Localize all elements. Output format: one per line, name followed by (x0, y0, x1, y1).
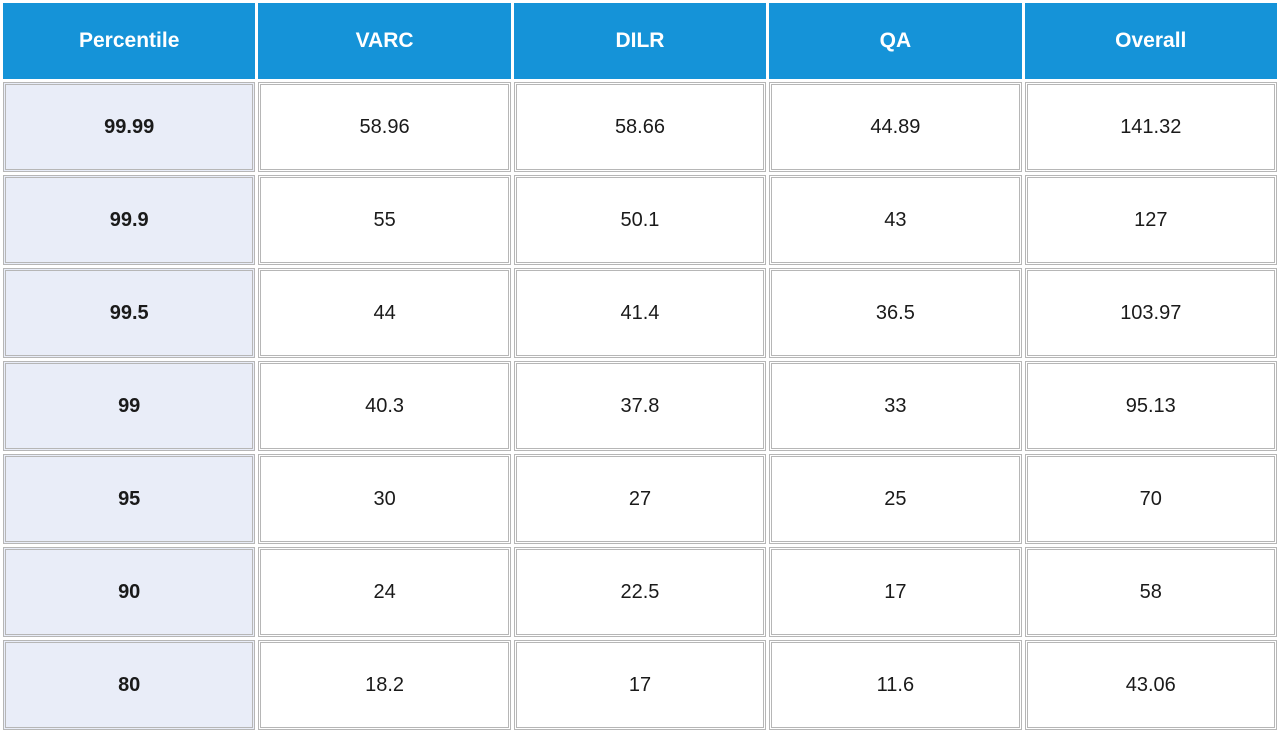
cell-dilr: 17 (514, 640, 766, 730)
table-header-row: Percentile VARC DILR QA Overall (3, 3, 1277, 79)
cell-dilr: 22.5 (514, 547, 766, 637)
cell-percentile: 99 (3, 361, 255, 451)
cell-varc: 18.2 (258, 640, 510, 730)
table-row: 90 24 22.5 17 58 (3, 547, 1277, 637)
cell-varc: 24 (258, 547, 510, 637)
cell-dilr: 37.8 (514, 361, 766, 451)
cell-dilr: 58.66 (514, 82, 766, 172)
cell-percentile: 95 (3, 454, 255, 544)
cell-qa: 44.89 (769, 82, 1021, 172)
table-body: 99.99 58.96 58.66 44.89 141.32 99.9 55 5… (3, 82, 1277, 730)
cell-percentile: 99.9 (3, 175, 255, 265)
col-header-qa: QA (769, 3, 1021, 79)
table-row: 99.5 44 41.4 36.5 103.97 (3, 268, 1277, 358)
table-row: 99.99 58.96 58.66 44.89 141.32 (3, 82, 1277, 172)
cell-percentile: 80 (3, 640, 255, 730)
cell-varc: 40.3 (258, 361, 510, 451)
cell-overall: 127 (1025, 175, 1277, 265)
percentile-score-table: Percentile VARC DILR QA Overall 99.99 58… (0, 0, 1280, 733)
cell-dilr: 27 (514, 454, 766, 544)
cell-dilr: 50.1 (514, 175, 766, 265)
cell-percentile: 99.99 (3, 82, 255, 172)
table-row: 80 18.2 17 11.6 43.06 (3, 640, 1277, 730)
cell-overall: 70 (1025, 454, 1277, 544)
col-header-varc: VARC (258, 3, 510, 79)
cell-varc: 44 (258, 268, 510, 358)
cell-percentile: 99.5 (3, 268, 255, 358)
cell-varc: 55 (258, 175, 510, 265)
table-row: 99 40.3 37.8 33 95.13 (3, 361, 1277, 451)
cell-overall: 43.06 (1025, 640, 1277, 730)
col-header-overall: Overall (1025, 3, 1277, 79)
cell-qa: 33 (769, 361, 1021, 451)
table-header: Percentile VARC DILR QA Overall (3, 3, 1277, 79)
cell-qa: 36.5 (769, 268, 1021, 358)
table-row: 99.9 55 50.1 43 127 (3, 175, 1277, 265)
table-row: 95 30 27 25 70 (3, 454, 1277, 544)
cell-varc: 30 (258, 454, 510, 544)
cell-qa: 25 (769, 454, 1021, 544)
cell-overall: 141.32 (1025, 82, 1277, 172)
col-header-percentile: Percentile (3, 3, 255, 79)
cell-varc: 58.96 (258, 82, 510, 172)
cell-overall: 95.13 (1025, 361, 1277, 451)
cell-percentile: 90 (3, 547, 255, 637)
cell-overall: 58 (1025, 547, 1277, 637)
col-header-dilr: DILR (514, 3, 766, 79)
cell-qa: 43 (769, 175, 1021, 265)
cell-dilr: 41.4 (514, 268, 766, 358)
cell-overall: 103.97 (1025, 268, 1277, 358)
cell-qa: 11.6 (769, 640, 1021, 730)
cell-qa: 17 (769, 547, 1021, 637)
